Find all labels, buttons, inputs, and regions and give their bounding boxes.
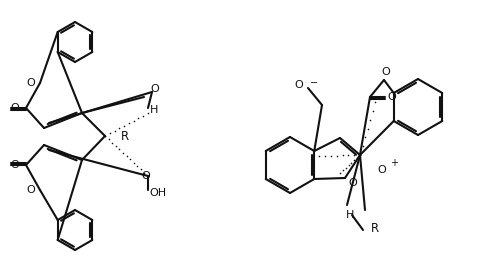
Text: O: O bbox=[150, 84, 160, 94]
Text: O: O bbox=[378, 165, 386, 175]
Text: +: + bbox=[390, 158, 398, 168]
Text: H: H bbox=[150, 105, 158, 115]
Text: O: O bbox=[382, 67, 390, 77]
Text: O: O bbox=[10, 160, 19, 170]
Text: O: O bbox=[142, 171, 150, 181]
Text: R: R bbox=[121, 129, 129, 143]
Text: O: O bbox=[348, 178, 358, 188]
Text: O: O bbox=[10, 103, 19, 113]
Text: H: H bbox=[346, 210, 354, 220]
Text: O: O bbox=[26, 185, 35, 195]
Text: OH: OH bbox=[150, 188, 166, 198]
Text: R: R bbox=[371, 221, 379, 234]
Text: −: − bbox=[310, 78, 318, 88]
Text: O: O bbox=[26, 78, 35, 88]
Text: O: O bbox=[294, 80, 303, 90]
Text: O: O bbox=[388, 92, 396, 102]
